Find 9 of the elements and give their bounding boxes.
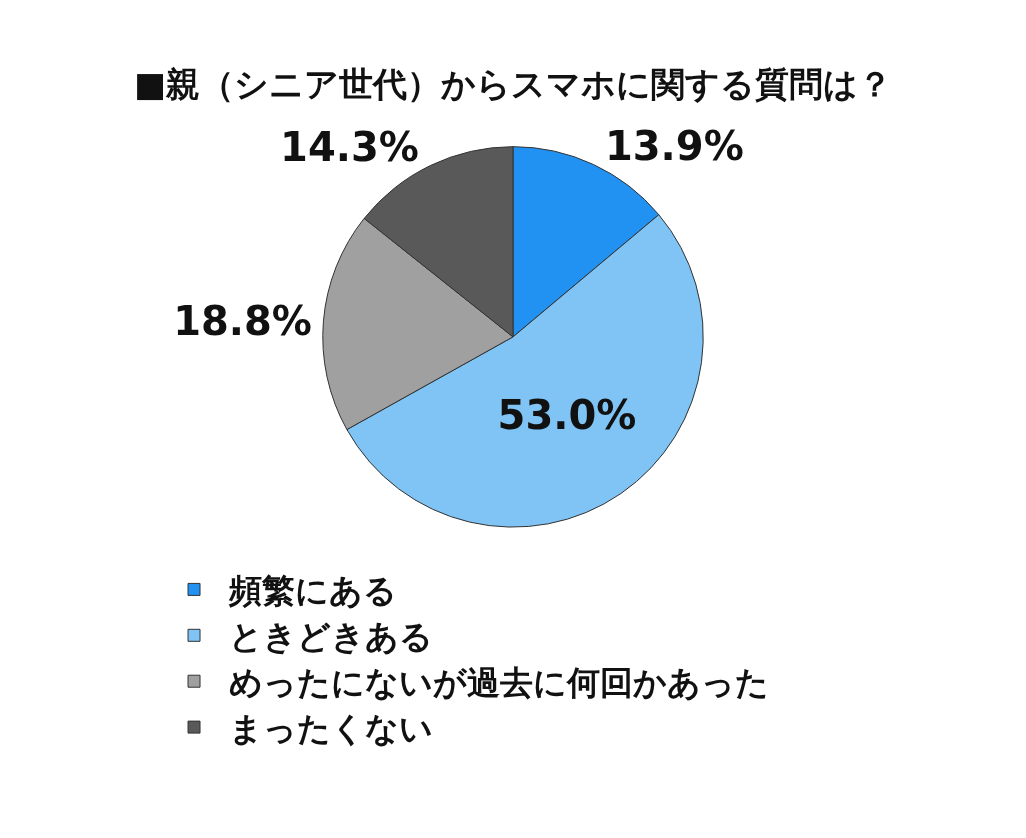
legend-label: 頻繁にある — [228, 571, 398, 611]
legend-label: めったにないが過去に何回かあった — [229, 663, 770, 703]
data-label: 18.8% — [173, 298, 312, 345]
data-label: 53.0% — [497, 392, 637, 439]
chart-title: ■親（シニア世代）からスマホに関する質問は？ — [133, 63, 893, 104]
legend-label: ときどきある — [229, 617, 434, 657]
data-label: 14.3% — [280, 123, 419, 170]
legend-label: まったくない — [229, 708, 434, 748]
data-label: 13.9% — [604, 122, 744, 169]
